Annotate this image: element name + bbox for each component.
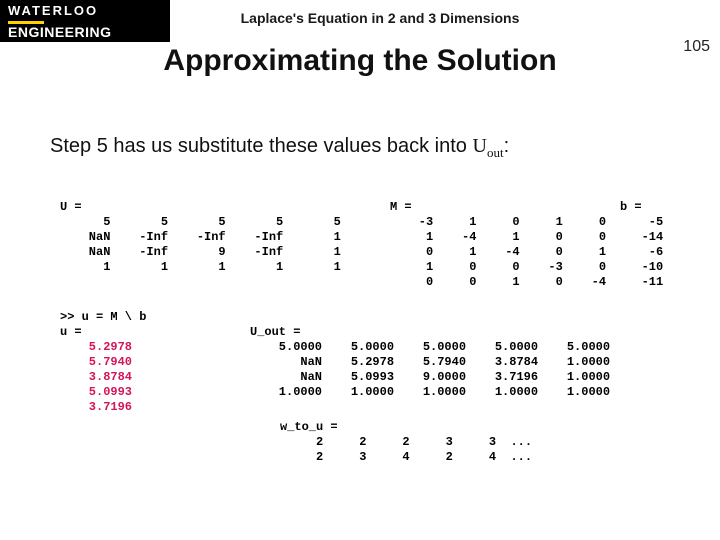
code-block-b: b = -5 -14 -6 -10 -11 [620, 200, 663, 290]
logo-line2: ENGINEERING [8, 24, 162, 40]
step-text: Step 5 has us substitute these values ba… [50, 135, 509, 161]
step-U-symbol: U [472, 135, 486, 157]
page-title: Approximating the Solution [0, 44, 720, 78]
code-block-solve: >> u = M \ b u = 5.2978 5.7940 3.8784 5.… [60, 310, 146, 415]
logo-line1: WATERLOO [8, 3, 162, 18]
code-block-U: U = 5 5 5 5 5 NaN -Inf -Inf -Inf 1 NaN -… [60, 200, 341, 275]
step-U-subscript: out [487, 145, 504, 160]
step-colon: : [504, 135, 510, 157]
topic-header: Laplace's Equation in 2 and 3 Dimensions [200, 10, 560, 26]
logo: WATERLOO ENGINEERING [0, 0, 170, 42]
code-block-wtou: w_to_u = 2 2 2 3 3 ... 2 3 4 2 4 ... [280, 420, 532, 465]
code-block-Uout: U_out = 5.0000 5.0000 5.0000 5.0000 5.00… [250, 325, 610, 400]
step-prefix: Step 5 has us substitute these values ba… [50, 135, 472, 157]
code-block-M: M = -3 1 0 1 0 1 -4 1 0 0 0 1 -4 0 1 1 0… [390, 200, 606, 290]
